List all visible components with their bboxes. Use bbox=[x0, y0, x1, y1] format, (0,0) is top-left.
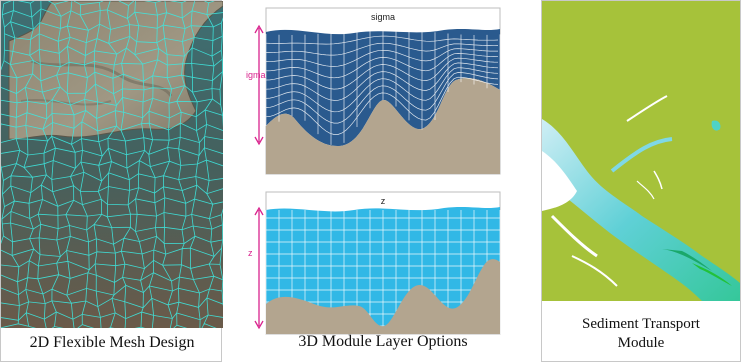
mesh-line bbox=[79, 4, 90, 325]
mesh-line bbox=[51, 4, 62, 327]
sediment-caption-line1: Sediment Transport bbox=[582, 316, 700, 332]
sigma-diagram: sigma igma bbox=[246, 7, 501, 175]
sigma-layer-line bbox=[265, 35, 499, 45]
mesh-line bbox=[93, 2, 103, 328]
mesh-line bbox=[148, 2, 160, 328]
sediment-caption: Sediment Transport Module bbox=[542, 315, 740, 353]
layers-panel: sigma igma z z 3D Module Layer Options bbox=[244, 0, 522, 362]
mesh-line bbox=[176, 2, 187, 326]
sigma-layer-line bbox=[265, 57, 499, 90]
mesh-line bbox=[162, 1, 173, 328]
sigma-layer-line bbox=[265, 67, 499, 113]
mesh-line bbox=[23, 3, 35, 327]
mesh-panel: 2D Flexible Mesh Design bbox=[0, 0, 223, 362]
sigma-layer-line bbox=[265, 48, 498, 67]
mesh-line bbox=[1, 3, 5, 245]
mesh-line bbox=[219, 17, 223, 307]
sediment-caption-line2: Module bbox=[617, 335, 665, 351]
z-top-label: z bbox=[381, 196, 386, 206]
mesh-line bbox=[65, 1, 76, 328]
mesh-line bbox=[106, 1, 118, 328]
mesh-line bbox=[120, 5, 132, 328]
sigma-top-label: sigma bbox=[371, 12, 395, 22]
sigma-layer-line bbox=[266, 53, 499, 79]
sigma-seabed bbox=[266, 78, 500, 174]
sigma-side-label: igma bbox=[246, 70, 266, 80]
mesh-line bbox=[37, 1, 49, 328]
layers-caption: 3D Module Layer Options bbox=[298, 333, 468, 350]
river-channel bbox=[542, 119, 740, 301]
sigma-layer-line bbox=[265, 76, 499, 135]
mesh-line bbox=[189, 1, 201, 328]
sigma-layer-line bbox=[265, 72, 499, 124]
mesh-line bbox=[134, 1, 146, 328]
sigma-layer-line bbox=[265, 62, 499, 101]
mesh-caption: 2D Flexible Mesh Design bbox=[29, 334, 195, 351]
mesh-line bbox=[9, 1, 21, 324]
sigma-layer-line bbox=[265, 42, 499, 56]
z-diagram: z z bbox=[248, 191, 501, 335]
z-side-label: z bbox=[248, 248, 253, 258]
mesh-image bbox=[1, 1, 223, 328]
sediment-panel: Sediment Transport Module bbox=[541, 0, 741, 362]
sediment-map bbox=[542, 1, 740, 301]
z-seabed bbox=[266, 259, 500, 334]
island-shape bbox=[8, 1, 223, 140]
mesh-line bbox=[203, 2, 215, 324]
